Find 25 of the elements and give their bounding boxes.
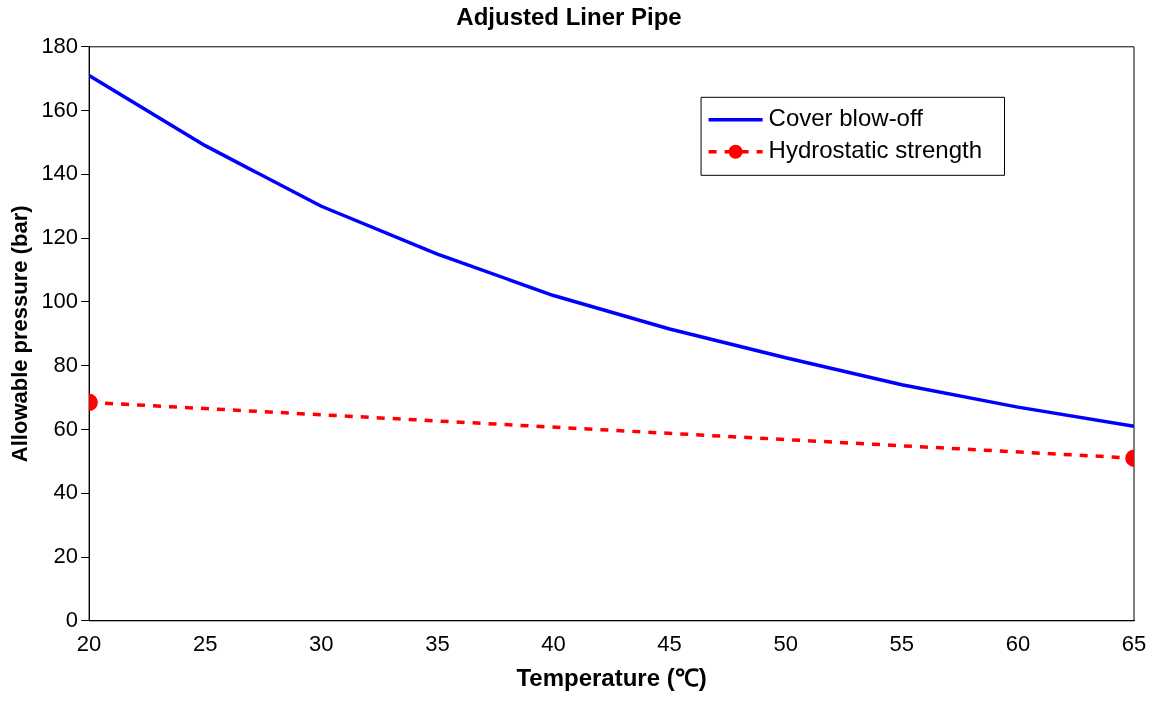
x-tick-label: 30	[309, 631, 334, 657]
y-axis-title: Allowable pressure (bar)	[7, 205, 33, 463]
x-tick-label: 25	[192, 631, 218, 657]
y-tick-label: 180	[41, 32, 79, 58]
legend-label: Hydrostatic strength	[768, 136, 982, 164]
chart-title: Adjusted Liner Pipe	[456, 3, 682, 31]
x-tick-label: 45	[657, 631, 682, 657]
x-tick-label: 40	[541, 631, 566, 657]
y-tick-label: 0	[65, 606, 79, 632]
x-axis-title: Temperature (℃)	[516, 664, 707, 692]
x-tick-label: 55	[889, 631, 915, 657]
x-tick-label: 35	[425, 631, 450, 657]
y-tick-label: 60	[53, 415, 79, 441]
legend-label: Cover blow-off	[768, 104, 924, 132]
y-tick-label: 140	[41, 160, 79, 186]
y-tick-label: 40	[53, 479, 79, 505]
x-tick-label: 65	[1121, 631, 1147, 657]
y-tick-label: 100	[41, 287, 79, 313]
x-tick-label: 50	[773, 631, 798, 657]
x-tick-label: 20	[76, 631, 102, 657]
x-tick-label: 60	[1005, 631, 1031, 657]
y-tick-label: 120	[41, 224, 79, 250]
y-tick-label: 160	[41, 96, 79, 122]
y-tick-label: 20	[53, 543, 79, 569]
y-tick-label: 80	[53, 351, 79, 377]
